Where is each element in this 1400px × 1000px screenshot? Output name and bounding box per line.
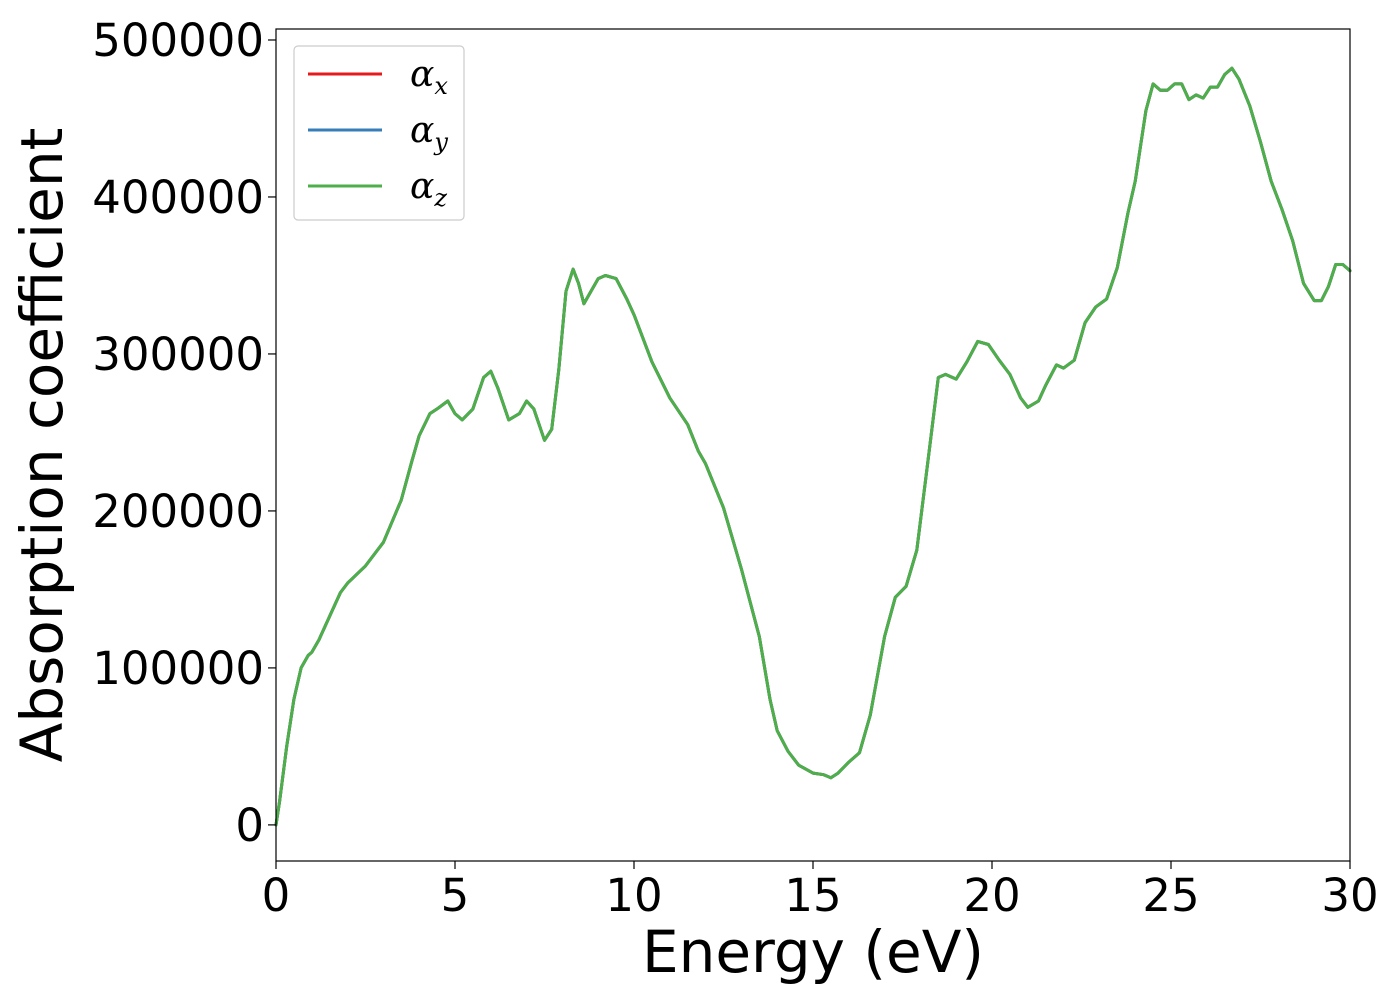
y-tick-label: 0 (235, 799, 264, 852)
y-tick-label: 300000 (92, 328, 264, 381)
y-axis-ticks: 0 100000 200000 300000 400000 500000 (92, 14, 276, 852)
y-tick-label: 500000 (92, 14, 264, 67)
series-line-z (274, 66, 1352, 827)
x-tick-label: 0 (262, 869, 291, 922)
y-tick-label: 200000 (92, 485, 264, 538)
x-tick-label: 20 (963, 869, 1020, 922)
x-axis-ticks: 0 5 10 15 20 25 30 (262, 861, 1379, 922)
legend-frame (293, 45, 465, 221)
x-axis-label: Energy (eV) (642, 918, 984, 986)
y-axis-label: Absorption coefficient (8, 128, 76, 763)
x-tick-label: 5 (441, 869, 470, 922)
x-tick-label: 25 (1142, 869, 1199, 922)
x-tick-label: 15 (784, 869, 841, 922)
y-tick-label: 400000 (92, 171, 264, 224)
x-tick-label: 30 (1321, 869, 1378, 922)
series-layer (274, 66, 1352, 827)
y-tick-label: 100000 (92, 642, 264, 695)
x-tick-label: 10 (605, 869, 662, 922)
